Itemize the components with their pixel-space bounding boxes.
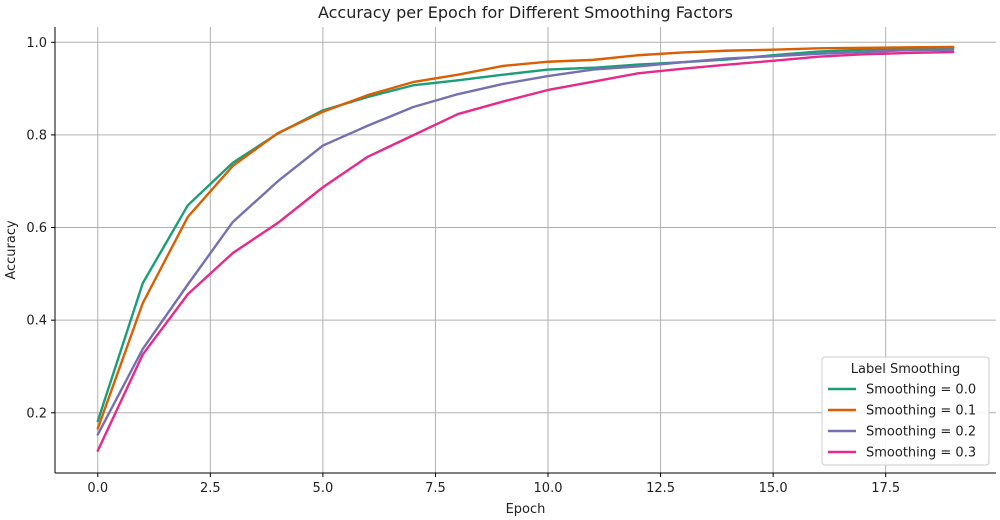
series-line-0 bbox=[96, 46, 955, 423]
chart-title: Accuracy per Epoch for Different Smoothi… bbox=[318, 3, 733, 22]
series-line-1 bbox=[96, 45, 955, 430]
series-line-2 bbox=[96, 48, 955, 436]
x-tick-label: 17.5 bbox=[871, 481, 900, 496]
y-tick-label: 0.6 bbox=[26, 221, 47, 236]
x-tick-label: 12.5 bbox=[646, 481, 675, 496]
y-tick-label: 0.4 bbox=[26, 314, 47, 329]
x-tick-label: 15.0 bbox=[759, 481, 788, 496]
legend-label-0: Smoothing = 0.0 bbox=[866, 383, 976, 398]
x-axis-label: Epoch bbox=[506, 502, 546, 517]
legend-box bbox=[821, 356, 990, 466]
legend-label-1: Smoothing = 0.1 bbox=[866, 404, 976, 419]
legend-label-3: Smoothing = 0.3 bbox=[866, 446, 976, 461]
x-tick-label: 5.0 bbox=[313, 481, 334, 496]
x-tick-label: 0.0 bbox=[87, 481, 108, 496]
legend-label-2: Smoothing = 0.2 bbox=[866, 425, 976, 440]
y-tick-label: 1.0 bbox=[26, 36, 47, 51]
series-lines bbox=[96, 45, 955, 452]
legend-entries: Smoothing = 0.0 Smoothing = 0.1 Smoothing … bbox=[828, 383, 976, 461]
y-axis-label: Accuracy bbox=[4, 220, 19, 280]
series-line-3 bbox=[96, 50, 955, 452]
legend-title: Label Smoothing bbox=[851, 362, 960, 377]
y-tick-label: 0.8 bbox=[26, 128, 47, 143]
y-tick-label: 0.2 bbox=[26, 406, 47, 421]
x-tick-label: 2.5 bbox=[200, 481, 221, 496]
x-tick-label: 7.5 bbox=[425, 481, 446, 496]
grid bbox=[55, 27, 996, 473]
axes: 0.0 2.5 5.0 7.5 10.0 12.5 15.0 17.5 0.2 0.4 0.6 0.8… bbox=[26, 27, 996, 496]
legend: Label Smoothing Smoothing = 0.0Smoothing… bbox=[821, 356, 990, 466]
x-tick-label: 10.0 bbox=[534, 481, 563, 496]
